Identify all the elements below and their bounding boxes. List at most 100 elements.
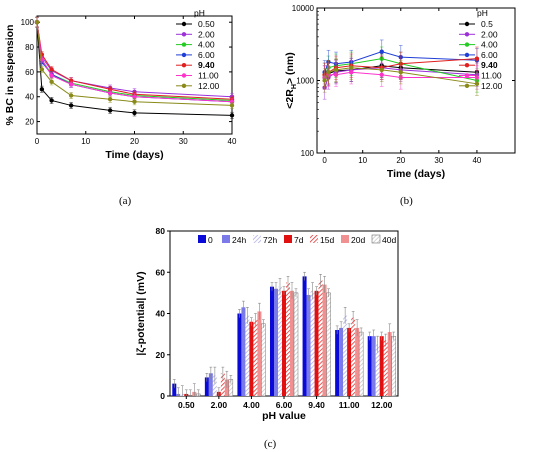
legend-label: 12.00: [198, 81, 220, 91]
legend-label: 20d: [351, 235, 365, 245]
x-tick-label: 9.40: [308, 400, 325, 410]
bar: [387, 332, 392, 396]
bar: [172, 383, 177, 396]
bar: [379, 336, 384, 396]
bar: [208, 373, 213, 396]
legend-marker: [464, 42, 470, 47]
legend-title: pH: [194, 8, 205, 18]
y-tick-label: 20: [25, 118, 34, 127]
legend-label: 0: [208, 235, 213, 245]
legend-marker: [181, 73, 187, 78]
y-tick-label: 0: [160, 391, 165, 401]
bar: [261, 323, 266, 397]
legend-label: 6.00: [198, 50, 215, 60]
bar: [245, 315, 250, 396]
bar: [293, 292, 299, 397]
legend-swatch: [371, 234, 381, 244]
y-tick-label: 80: [156, 226, 166, 236]
bar: [322, 284, 327, 396]
data-point: [107, 97, 113, 102]
legend-marker: [464, 32, 470, 37]
x-tick-label: 20: [130, 137, 139, 146]
chart-panel-b: 0 10 20 30 40 100 1000 10000 Time (days) <2RH> (n…: [284, 4, 516, 180]
data-point: [107, 87, 113, 92]
data-point: [49, 67, 54, 72]
bar: [343, 315, 348, 396]
data-point: [229, 103, 235, 108]
legend-swatch: [341, 235, 349, 243]
bar: [310, 290, 315, 396]
bar: [278, 286, 282, 396]
legend-marker: [181, 62, 187, 68]
legend-label: 40d: [382, 235, 396, 245]
data-point: [107, 108, 113, 113]
legend-marker: [181, 32, 187, 37]
x-tick-label: 20: [396, 156, 405, 165]
y-tick-label: 80: [25, 43, 34, 52]
legend-label: 0.5: [481, 19, 493, 29]
x-tick-label: 0: [35, 137, 40, 146]
y-tick-label: 100: [301, 149, 315, 158]
legend-label: 2.00: [198, 29, 215, 39]
bar: [367, 336, 372, 396]
bar: [274, 288, 278, 396]
data-point: [132, 110, 137, 116]
x-tick-label: 40: [472, 156, 481, 165]
bar: [318, 280, 323, 396]
legend-label: 15d: [320, 235, 334, 245]
legend-marker: [464, 21, 470, 27]
bar: [391, 335, 396, 397]
y-tick-label: 60: [156, 267, 166, 277]
legend-marker: [464, 83, 470, 89]
x-tick-label: 0: [322, 156, 327, 165]
x-tick-label: 40: [228, 137, 237, 146]
legend-label: 12.00: [481, 81, 503, 91]
series-12.00: [34, 16, 235, 109]
x-tick-label: 10: [81, 137, 90, 146]
legend-swatch: [253, 235, 261, 243]
legend-label: 2.00: [481, 29, 498, 39]
bar: [204, 377, 209, 396]
bar: [270, 286, 274, 396]
bar: [220, 373, 225, 396]
y-axis-label: |ζ-potential| (mV): [135, 271, 147, 355]
bar: [326, 292, 331, 397]
caption-c: (c): [264, 438, 277, 450]
legend-marker: [464, 73, 470, 78]
bar: [302, 276, 307, 396]
data-point: [39, 67, 45, 72]
x-tick-label: 10: [358, 156, 367, 165]
x-axis-label: pH value: [262, 410, 306, 422]
data-point: [326, 70, 331, 75]
data-point: [474, 56, 480, 61]
data-point: [132, 99, 137, 104]
legend-marker: [181, 52, 187, 58]
y-tick-label: 10000: [292, 4, 315, 13]
bar: [375, 344, 380, 396]
x-tick-label: 2.00: [211, 400, 228, 410]
data-point: [49, 79, 54, 85]
x-tick-label: 4.00: [243, 400, 260, 410]
y-axis-label: % BC in suspension: [4, 25, 16, 126]
bar: [351, 317, 356, 396]
bar: [290, 290, 294, 396]
chart-panel-a: 0 10 20 30 40 20 40 60 80 100 Time (days) % BC in s…: [4, 8, 237, 161]
bar: [347, 327, 352, 396]
x-tick-label: 30: [434, 156, 443, 165]
y-tick-label: 40: [25, 93, 34, 102]
bar: [286, 282, 290, 396]
x-tick-label: 6.00: [276, 400, 293, 410]
bar: [358, 331, 364, 397]
bar: [237, 313, 242, 396]
x-axis-label: Time (days): [387, 168, 445, 180]
bar: [257, 311, 262, 396]
caption-a: (a): [119, 195, 132, 207]
legend-marker: [181, 83, 187, 89]
bar: [371, 336, 376, 396]
data-point: [39, 87, 45, 92]
y-tick-label: 40: [156, 309, 166, 319]
x-axis-label: Time (days): [105, 149, 163, 161]
x-tick-label: 30: [179, 137, 188, 146]
